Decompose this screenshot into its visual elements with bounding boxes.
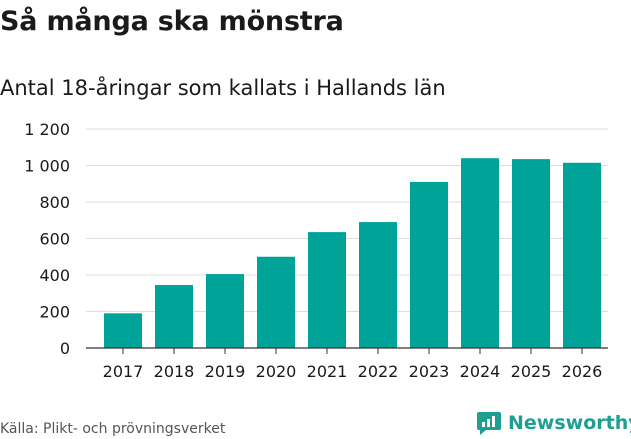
bar-2025	[512, 159, 550, 348]
y-tick-label: 200	[39, 303, 70, 322]
bar-2022	[359, 222, 397, 348]
y-tick-label: 600	[39, 230, 70, 249]
x-tick-label: 2022	[358, 362, 399, 381]
source-note: Källa: Plikt- och prövningsverket	[0, 421, 226, 437]
y-tick-label: 0	[60, 339, 70, 358]
x-tick-label: 2023	[409, 362, 450, 381]
x-tick-label: 2017	[103, 362, 144, 381]
y-tick-label: 1 200	[24, 120, 70, 139]
x-tick-label: 2024	[460, 362, 501, 381]
bar-2023	[410, 181, 448, 348]
x-tick-label: 2021	[307, 362, 348, 381]
x-tick-label: 2025	[511, 362, 552, 381]
bar-2024	[461, 158, 499, 348]
y-tick-label: 400	[39, 266, 70, 285]
chart-title: Så många ska mönstra	[0, 6, 344, 37]
bar-2019	[206, 274, 244, 348]
bar-2026	[563, 162, 601, 348]
newsworthy-logo-icon	[477, 412, 501, 435]
x-tick-label: 2020	[256, 362, 297, 381]
y-tick-label: 1 000	[24, 157, 70, 176]
x-tick-label: 2019	[205, 362, 246, 381]
y-tick-label: 800	[39, 193, 70, 212]
x-tick-label: 2026	[562, 362, 603, 381]
bar-2018	[155, 285, 193, 348]
bar-2020	[257, 256, 295, 348]
bar-2021	[308, 232, 346, 348]
brand-name: Newsworthy	[508, 412, 631, 434]
brand-logo: Newsworthy	[476, 409, 631, 437]
chart-subtitle: Antal 18-åringar som kallats i Hallands …	[0, 76, 446, 100]
bar-2017	[104, 313, 142, 348]
x-tick-label: 2018	[154, 362, 195, 381]
